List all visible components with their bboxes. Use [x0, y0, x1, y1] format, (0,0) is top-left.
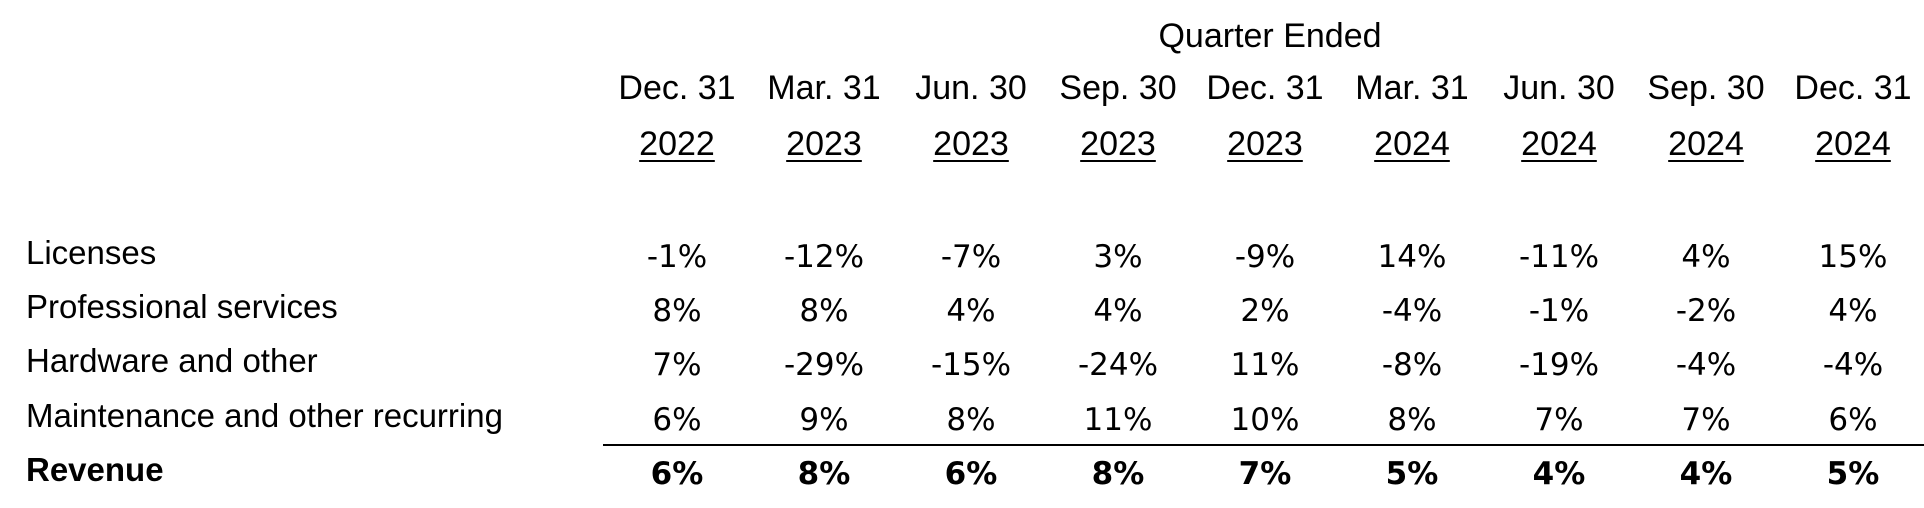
table-cell: 5%: [1385, 456, 1439, 492]
table-cell: 8%: [797, 456, 851, 492]
table-cell: 4%: [1532, 456, 1586, 492]
column-header: Dec. 31 2024: [1778, 66, 1924, 166]
column-header-month: Dec. 31: [1206, 69, 1324, 107]
table-cell: -1%: [1528, 293, 1590, 329]
table-cell: 4%: [1093, 293, 1143, 329]
table-cell: 5%: [1826, 456, 1880, 492]
table-cell: 8%: [946, 402, 996, 438]
table-cell: -12%: [783, 239, 865, 275]
table-cell: -8%: [1381, 347, 1443, 383]
column-header: Mar. 31 2024: [1337, 66, 1487, 166]
table-cell: -1%: [646, 239, 708, 275]
table-cell: 8%: [652, 293, 702, 329]
table-cell: -29%: [783, 347, 865, 383]
table-cell: 7%: [1534, 402, 1584, 438]
column-header-month: Sep. 30: [1059, 69, 1177, 107]
row-label: Licenses: [26, 234, 157, 271]
column-header-year: 2022: [639, 125, 715, 163]
table-cell: 8%: [799, 293, 849, 329]
table-cell: -11%: [1518, 239, 1600, 275]
quarter-ended-header: Quarter Ended: [1158, 17, 1382, 55]
column-header: Sep. 30 2023: [1043, 66, 1193, 166]
table-cell: -19%: [1518, 347, 1600, 383]
table-cell: -4%: [1822, 347, 1884, 383]
table-cell: -7%: [940, 239, 1002, 275]
row-label: Hardware and other: [26, 342, 318, 379]
table-cell: 4%: [1681, 239, 1731, 275]
table-cell: 6%: [1828, 402, 1878, 438]
row-label: Revenue: [26, 451, 164, 488]
table-cell: 11%: [1083, 402, 1153, 438]
column-header-month: Dec. 31: [618, 69, 736, 107]
table-cell: 6%: [650, 456, 704, 492]
column-header: Dec. 31 2022: [602, 66, 752, 166]
column-header-month: Jun. 30: [915, 69, 1027, 107]
column-header-year: 2024: [1815, 125, 1891, 163]
column-header-month: Mar. 31: [1355, 69, 1469, 107]
column-header-month: Jun. 30: [1503, 69, 1615, 107]
column-header-month: Dec. 31: [1794, 69, 1912, 107]
table-cell: 4%: [946, 293, 996, 329]
column-header-month: Sep. 30: [1647, 69, 1765, 107]
column-header-year: 2024: [1521, 125, 1597, 163]
table-cell: 4%: [1828, 293, 1878, 329]
table-cell: -15%: [930, 347, 1012, 383]
table-cell: -4%: [1381, 293, 1443, 329]
column-header: Dec. 31 2023: [1190, 66, 1340, 166]
table-cell: 10%: [1230, 402, 1300, 438]
table-cell: 2%: [1240, 293, 1290, 329]
table-cell: 6%: [944, 456, 998, 492]
table-cell: 8%: [1091, 456, 1145, 492]
row-label: Maintenance and other recurring: [26, 397, 503, 434]
table-cell: 14%: [1377, 239, 1447, 275]
table-cell: 3%: [1093, 239, 1143, 275]
table-cell: 15%: [1818, 239, 1888, 275]
column-header-month: Mar. 31: [767, 69, 881, 107]
table-cell: 7%: [1681, 402, 1731, 438]
row-label: Professional services: [26, 288, 338, 325]
column-header: Jun. 30 2024: [1484, 66, 1634, 166]
table-cell: -4%: [1675, 347, 1737, 383]
column-header: Sep. 30 2024: [1631, 66, 1781, 166]
column-header-year: 2023: [786, 125, 862, 163]
table-cell: -2%: [1675, 293, 1737, 329]
column-header: Jun. 30 2023: [896, 66, 1046, 166]
column-header: Mar. 31 2023: [749, 66, 899, 166]
table-cell: 4%: [1679, 456, 1733, 492]
column-header-year: 2024: [1668, 125, 1744, 163]
column-header-year: 2023: [1227, 125, 1303, 163]
column-header-year: 2023: [1080, 125, 1156, 163]
table-cell: -9%: [1234, 239, 1296, 275]
column-header-year: 2023: [933, 125, 1009, 163]
table-cell: 9%: [799, 402, 849, 438]
table-cell: 8%: [1387, 402, 1437, 438]
table-cell: 7%: [652, 347, 702, 383]
column-header-year: 2024: [1374, 125, 1450, 163]
table-cell: 11%: [1230, 347, 1300, 383]
table-cell: 6%: [652, 402, 702, 438]
table-cell: -24%: [1077, 347, 1159, 383]
table-cell: 7%: [1238, 456, 1292, 492]
total-rule: [603, 444, 1924, 446]
